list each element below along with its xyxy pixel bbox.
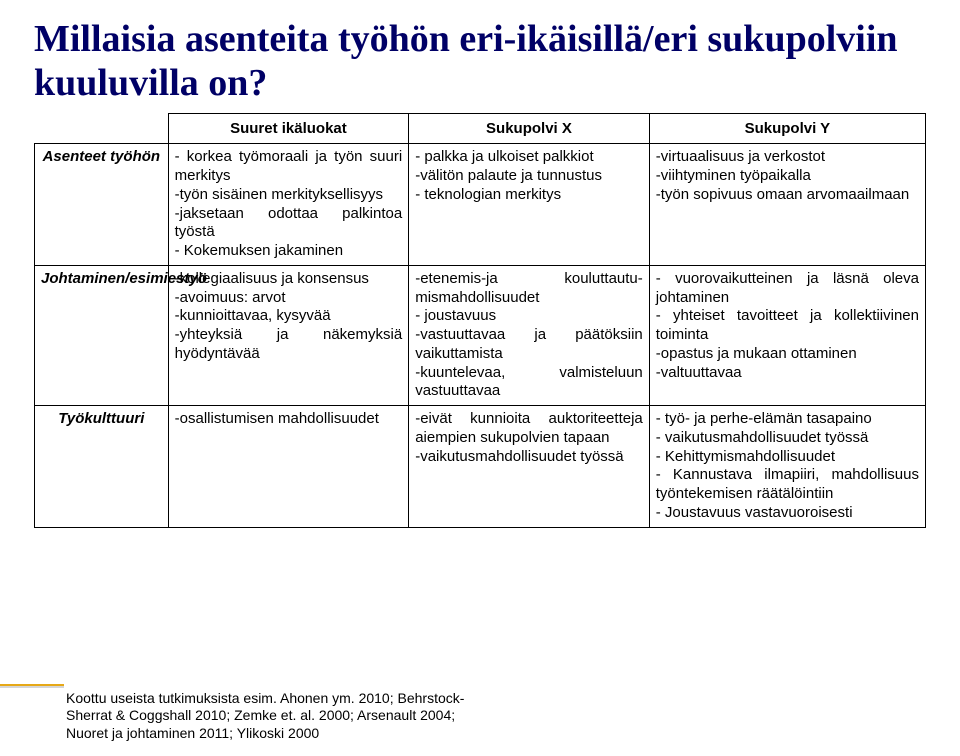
cell: - vuorovaikutteinen ja läsnä oleva johta… <box>649 265 925 405</box>
col-header: Suuret ikäluokat <box>168 114 409 144</box>
accent-bar <box>0 684 64 688</box>
table-header-row: Suuret ikäluokat Sukupolvi X Sukupolvi Y <box>35 114 926 144</box>
sources-text: Koottu useista tutkimuksista esim. Ahone… <box>66 690 464 743</box>
row-label: Työkulttuuri <box>35 406 169 528</box>
col-header: Sukupolvi Y <box>649 114 925 144</box>
cell: -osallistumisen mahdollisuudet <box>168 406 409 528</box>
cell: -kollegiaalisuus ja konsensus-avoimuus: … <box>168 265 409 405</box>
cell: - työ- ja perhe-elämän tasapaino- vaikut… <box>649 406 925 528</box>
row-label: Asenteet työhön <box>35 144 169 266</box>
table-corner <box>35 114 169 144</box>
cell: -etenemis-ja kouluttautu­mismahdollisuud… <box>409 265 650 405</box>
cell: -virtuaalisuus ja verkostot-viihtyminen … <box>649 144 925 266</box>
slide: Millaisia asenteita työhön eri-ikäisillä… <box>0 0 960 756</box>
cell: - palkka ja ulkoiset palkkiot-välitön pa… <box>409 144 650 266</box>
table-row: Työkulttuuri -osallistumisen mahdollisuu… <box>35 406 926 528</box>
table-row: Asenteet työhön - korkea työmoraali ja t… <box>35 144 926 266</box>
generations-table: Suuret ikäluokat Sukupolvi X Sukupolvi Y… <box>34 113 926 527</box>
row-label: Johtaminen/esimiestyö <box>35 265 169 405</box>
table-row: Johtaminen/esimiestyö -kollegiaalisuus j… <box>35 265 926 405</box>
cell: -eivät kunnioita auktoriteetteja aiempie… <box>409 406 650 528</box>
col-header: Sukupolvi X <box>409 114 650 144</box>
cell: - korkea työmoraali ja työn suuri merkit… <box>168 144 409 266</box>
slide-title: Millaisia asenteita työhön eri-ikäisillä… <box>34 18 926 105</box>
